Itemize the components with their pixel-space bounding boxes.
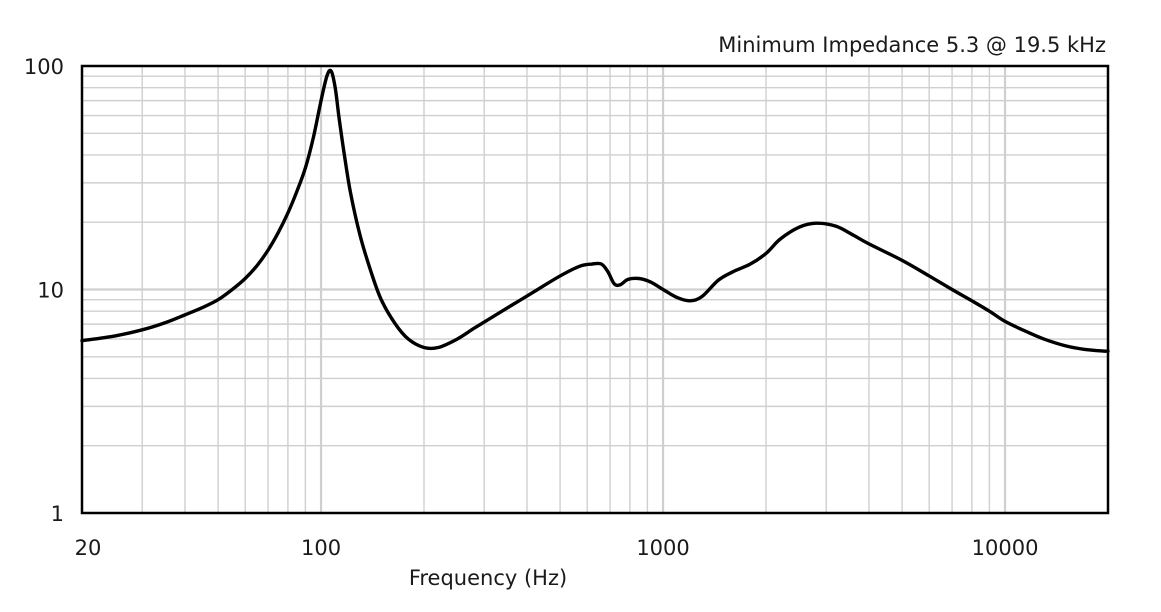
x-tick-label: 10000: [972, 536, 1039, 560]
plot-frame: [80, 64, 1110, 515]
x-tick-label: 1000: [636, 536, 689, 560]
x-tick-label: 20: [75, 536, 102, 560]
grid-lines: [82, 66, 1108, 513]
y-tick-label: 100: [24, 55, 64, 79]
impedance-curve: [80, 68, 1110, 353]
tick-labels: 20 100 1000 10000 1 10 100: [24, 55, 1039, 560]
chart-annotation: Minimum Impedance 5.3 @ 19.5 kHz: [718, 33, 1106, 57]
y-tick-label: 10: [37, 279, 64, 303]
y-tick-label: 1: [51, 502, 64, 526]
x-tick-label: 100: [301, 536, 341, 560]
series-layer: [80, 68, 1110, 353]
x-axis-label: Frequency (Hz): [409, 566, 567, 590]
